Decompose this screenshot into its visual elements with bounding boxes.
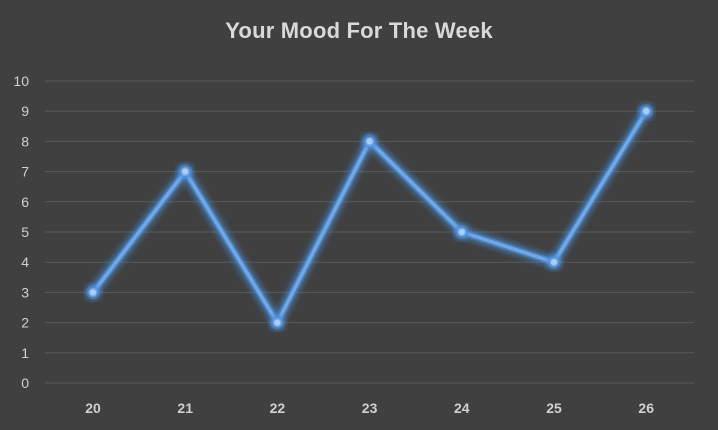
x-tick-label: 26 [638,400,654,416]
x-tick-label: 24 [454,400,470,416]
y-tick-label: 10 [13,73,29,89]
series-layer [86,104,654,330]
data-point [272,318,282,328]
data-point [457,227,467,237]
y-axis-tick-labels: 0 1 2 3 4 5 6 7 8 9 10 [13,73,29,391]
data-point [549,257,559,267]
y-tick-label: 1 [21,345,29,361]
y-tick-label: 9 [21,103,29,119]
x-tick-label: 21 [177,400,193,416]
chart-title: Your Mood For The Week [225,18,493,43]
y-tick-label: 6 [21,194,29,210]
x-tick-label: 22 [270,400,286,416]
data-point [88,287,98,297]
y-tick-label: 0 [21,375,29,391]
grid-lines [45,80,694,384]
x-tick-label: 23 [362,400,378,416]
y-tick-label: 2 [21,315,29,331]
data-point [641,106,651,116]
x-tick-label: 20 [85,400,101,416]
y-tick-label: 5 [21,224,29,240]
data-point [180,167,190,177]
y-tick-label: 3 [21,284,29,300]
x-tick-label: 25 [546,400,562,416]
data-point [365,136,375,146]
y-tick-label: 8 [21,133,29,149]
x-axis-tick-labels: 20 21 22 23 24 25 26 [85,400,654,416]
y-tick-label: 7 [21,164,29,180]
y-tick-label: 4 [21,254,29,270]
